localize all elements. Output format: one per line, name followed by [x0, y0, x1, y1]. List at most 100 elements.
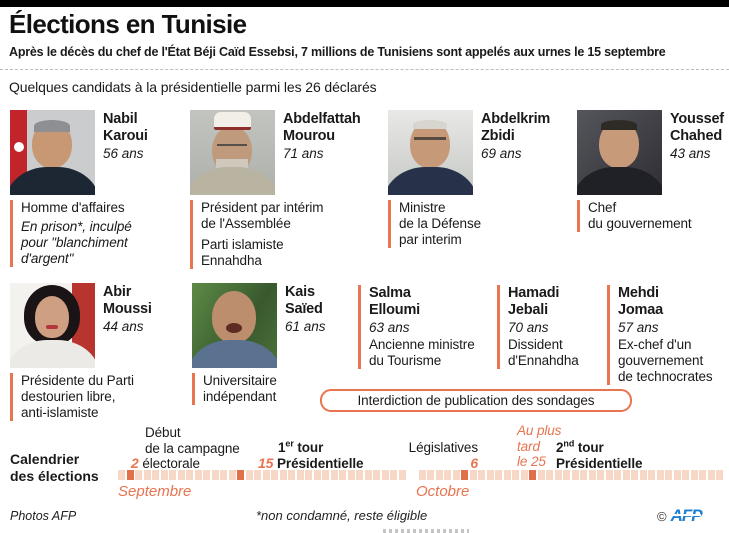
day-square — [639, 470, 647, 480]
candidate-card-mourou: Abdelfattah Mourou 71 ans Président par … — [190, 110, 368, 269]
day-square — [707, 470, 715, 480]
day-square — [597, 470, 604, 480]
photo-shape — [10, 167, 95, 195]
day-square — [554, 470, 562, 480]
day-square — [254, 470, 261, 480]
candidate-role: Dissident d'Ennahdha — [508, 337, 579, 368]
candidate-card-zbidi: Abdelkrim Zbidi 69 ans Ministre de la Dé… — [388, 110, 560, 248]
candidate-photo — [192, 283, 277, 368]
day-square — [665, 470, 672, 480]
photo-shape — [410, 120, 450, 168]
timeline-event-round1: 1er tour 15 Présidentielle — [258, 439, 364, 472]
day-square — [126, 470, 134, 480]
day-square — [177, 470, 185, 480]
candidate-name: Salma Elloumi — [369, 285, 420, 318]
month-squares — [418, 470, 723, 480]
candidate-card-top: Abdelfattah Mourou 71 ans — [190, 110, 368, 195]
day-square — [135, 470, 142, 480]
day-square — [160, 470, 168, 480]
candidate-age: 71 ans — [283, 146, 324, 161]
ordinal-suffix: nd — [563, 438, 575, 449]
ordinal-number: 1 — [278, 440, 286, 455]
candidate-role: Homme d'affaires — [21, 200, 125, 215]
day-square — [435, 470, 443, 480]
candidate-name: Hamadi Jebali — [508, 285, 560, 318]
photo-shape — [14, 142, 24, 152]
event-text: tour — [293, 440, 324, 455]
day-square — [279, 470, 287, 480]
sondages-banner-text: Interdiction de publication des sondages — [357, 393, 595, 408]
candidate-age: 56 ans — [103, 146, 144, 161]
candidate-card-saied: Kais Saïed 61 ans Universitaire indépend… — [192, 283, 360, 405]
candidate-role: Universitaire indépendant — [203, 373, 277, 404]
photos-credit: Photos AFP — [10, 509, 77, 523]
day-square — [648, 470, 655, 480]
event-date-line: 15 Présidentielle — [258, 455, 364, 472]
day-square — [262, 470, 270, 480]
photo-shape — [10, 340, 95, 368]
day-square — [169, 470, 176, 480]
day-square — [288, 470, 295, 480]
day-square — [322, 470, 329, 480]
day-square — [364, 470, 372, 480]
candidate-name: Mehdi Jomaa — [618, 285, 663, 318]
day-square — [418, 470, 426, 480]
day-square — [390, 470, 397, 480]
day-square — [486, 470, 494, 480]
day-square — [220, 470, 227, 480]
day-square — [656, 470, 664, 480]
candidate-role: Président par intérim de l'Assemblée — [201, 200, 324, 231]
day-square — [673, 470, 681, 480]
day-square — [461, 470, 468, 480]
day-square — [495, 470, 502, 480]
day-square — [118, 470, 125, 480]
candidate-role: Ministre de la Défense par interim — [399, 200, 482, 247]
candidate-nameblock: Abdelkrim Zbidi 69 ans — [481, 110, 550, 161]
day-square — [330, 470, 338, 480]
candidate-description: Présidente du Parti destourien libre, an… — [10, 373, 184, 421]
top-black-bar — [0, 0, 729, 7]
event-date: 6 — [470, 454, 478, 471]
footnote: *non condamné, reste éligible — [256, 508, 428, 523]
day-square — [228, 470, 236, 480]
clipped-text-artifact — [383, 529, 469, 533]
day-square — [469, 470, 477, 480]
candidate-photo — [577, 110, 662, 195]
day-square — [347, 470, 355, 480]
day-square — [356, 470, 363, 480]
day-square — [580, 470, 587, 480]
day-square — [478, 470, 485, 480]
candidate-nameblock: Youssef Chahed 43 ans — [670, 110, 724, 161]
day-square — [537, 470, 545, 480]
candidate-nameblock: Abdelfattah Mourou 71 ans — [283, 110, 361, 161]
photo-shape — [190, 167, 275, 195]
event-text: tour — [574, 440, 604, 455]
day-square — [245, 470, 253, 480]
copyright: © AFP — [657, 506, 703, 526]
candidate-photo — [10, 283, 95, 368]
timeline-event-campaign: Début de la campagne 2 électorale — [131, 425, 240, 472]
candidate-card-chahed: Youssef Chahed 43 ans Chef du gouverneme… — [577, 110, 724, 232]
page-title: Élections en Tunisie — [9, 9, 247, 39]
day-square — [520, 470, 528, 480]
candidate-age: 69 ans — [481, 146, 522, 161]
day-square — [296, 470, 304, 480]
candidate-party: Parti islamiste Ennahdha — [201, 237, 284, 268]
ordinal-number: 2 — [556, 440, 564, 455]
day-square — [211, 470, 219, 480]
photo-shape — [577, 167, 662, 195]
month-label-octobre: Octobre — [416, 483, 470, 500]
photo-shape — [192, 340, 277, 368]
day-square — [427, 470, 434, 480]
candidate-age: 57 ans — [618, 320, 659, 335]
candidate-name: Nabil Karoui — [103, 111, 148, 144]
day-square — [194, 470, 202, 480]
candidate-card-top: Kais Saïed 61 ans — [192, 283, 360, 368]
day-square — [605, 470, 613, 480]
day-square — [313, 470, 321, 480]
candidate-card-elloumi: Salma Elloumi 63 ans Ancienne ministre d… — [358, 285, 491, 369]
sondages-banner: Interdiction de publication des sondages — [320, 389, 632, 412]
candidate-age: 70 ans — [508, 320, 549, 335]
candidate-note: En prison*, inculpé pour "blanchiment d'… — [21, 219, 132, 266]
